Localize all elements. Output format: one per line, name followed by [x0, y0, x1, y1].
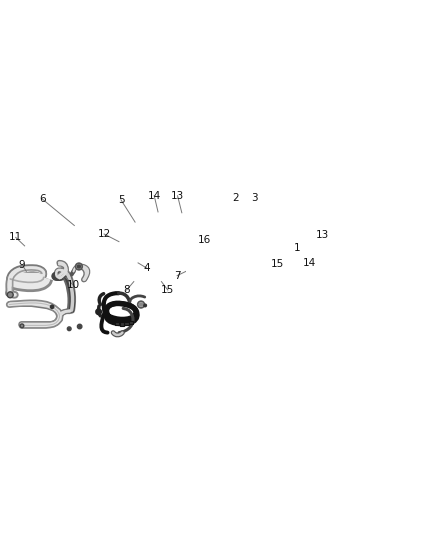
Text: 8: 8: [123, 285, 130, 295]
Text: 2: 2: [233, 193, 239, 203]
Text: 13: 13: [315, 230, 328, 240]
Text: 5: 5: [118, 195, 124, 205]
Circle shape: [7, 292, 13, 298]
Text: 14: 14: [303, 258, 316, 268]
Text: 11: 11: [9, 232, 22, 243]
FancyBboxPatch shape: [129, 321, 133, 325]
Circle shape: [78, 324, 82, 329]
Text: 4: 4: [143, 263, 150, 273]
Text: 6: 6: [39, 194, 46, 204]
Circle shape: [138, 301, 145, 308]
Circle shape: [50, 305, 54, 309]
Text: 3: 3: [251, 193, 258, 203]
Circle shape: [20, 324, 24, 328]
Circle shape: [68, 328, 70, 330]
Circle shape: [78, 265, 81, 268]
Text: 9: 9: [19, 260, 25, 270]
Text: 7: 7: [174, 271, 180, 281]
Text: 16: 16: [198, 236, 212, 245]
Circle shape: [140, 303, 142, 306]
Text: 14: 14: [148, 191, 161, 201]
Text: 15: 15: [270, 259, 284, 269]
Circle shape: [67, 327, 71, 330]
Circle shape: [144, 304, 146, 307]
Circle shape: [78, 325, 81, 328]
FancyBboxPatch shape: [124, 322, 129, 325]
FancyBboxPatch shape: [120, 322, 124, 326]
Text: 1: 1: [294, 243, 300, 253]
Text: 10: 10: [67, 280, 80, 290]
FancyBboxPatch shape: [115, 322, 119, 325]
Text: 13: 13: [171, 191, 184, 201]
Text: 12: 12: [98, 229, 111, 239]
Text: 15: 15: [161, 285, 174, 295]
Circle shape: [75, 263, 82, 270]
